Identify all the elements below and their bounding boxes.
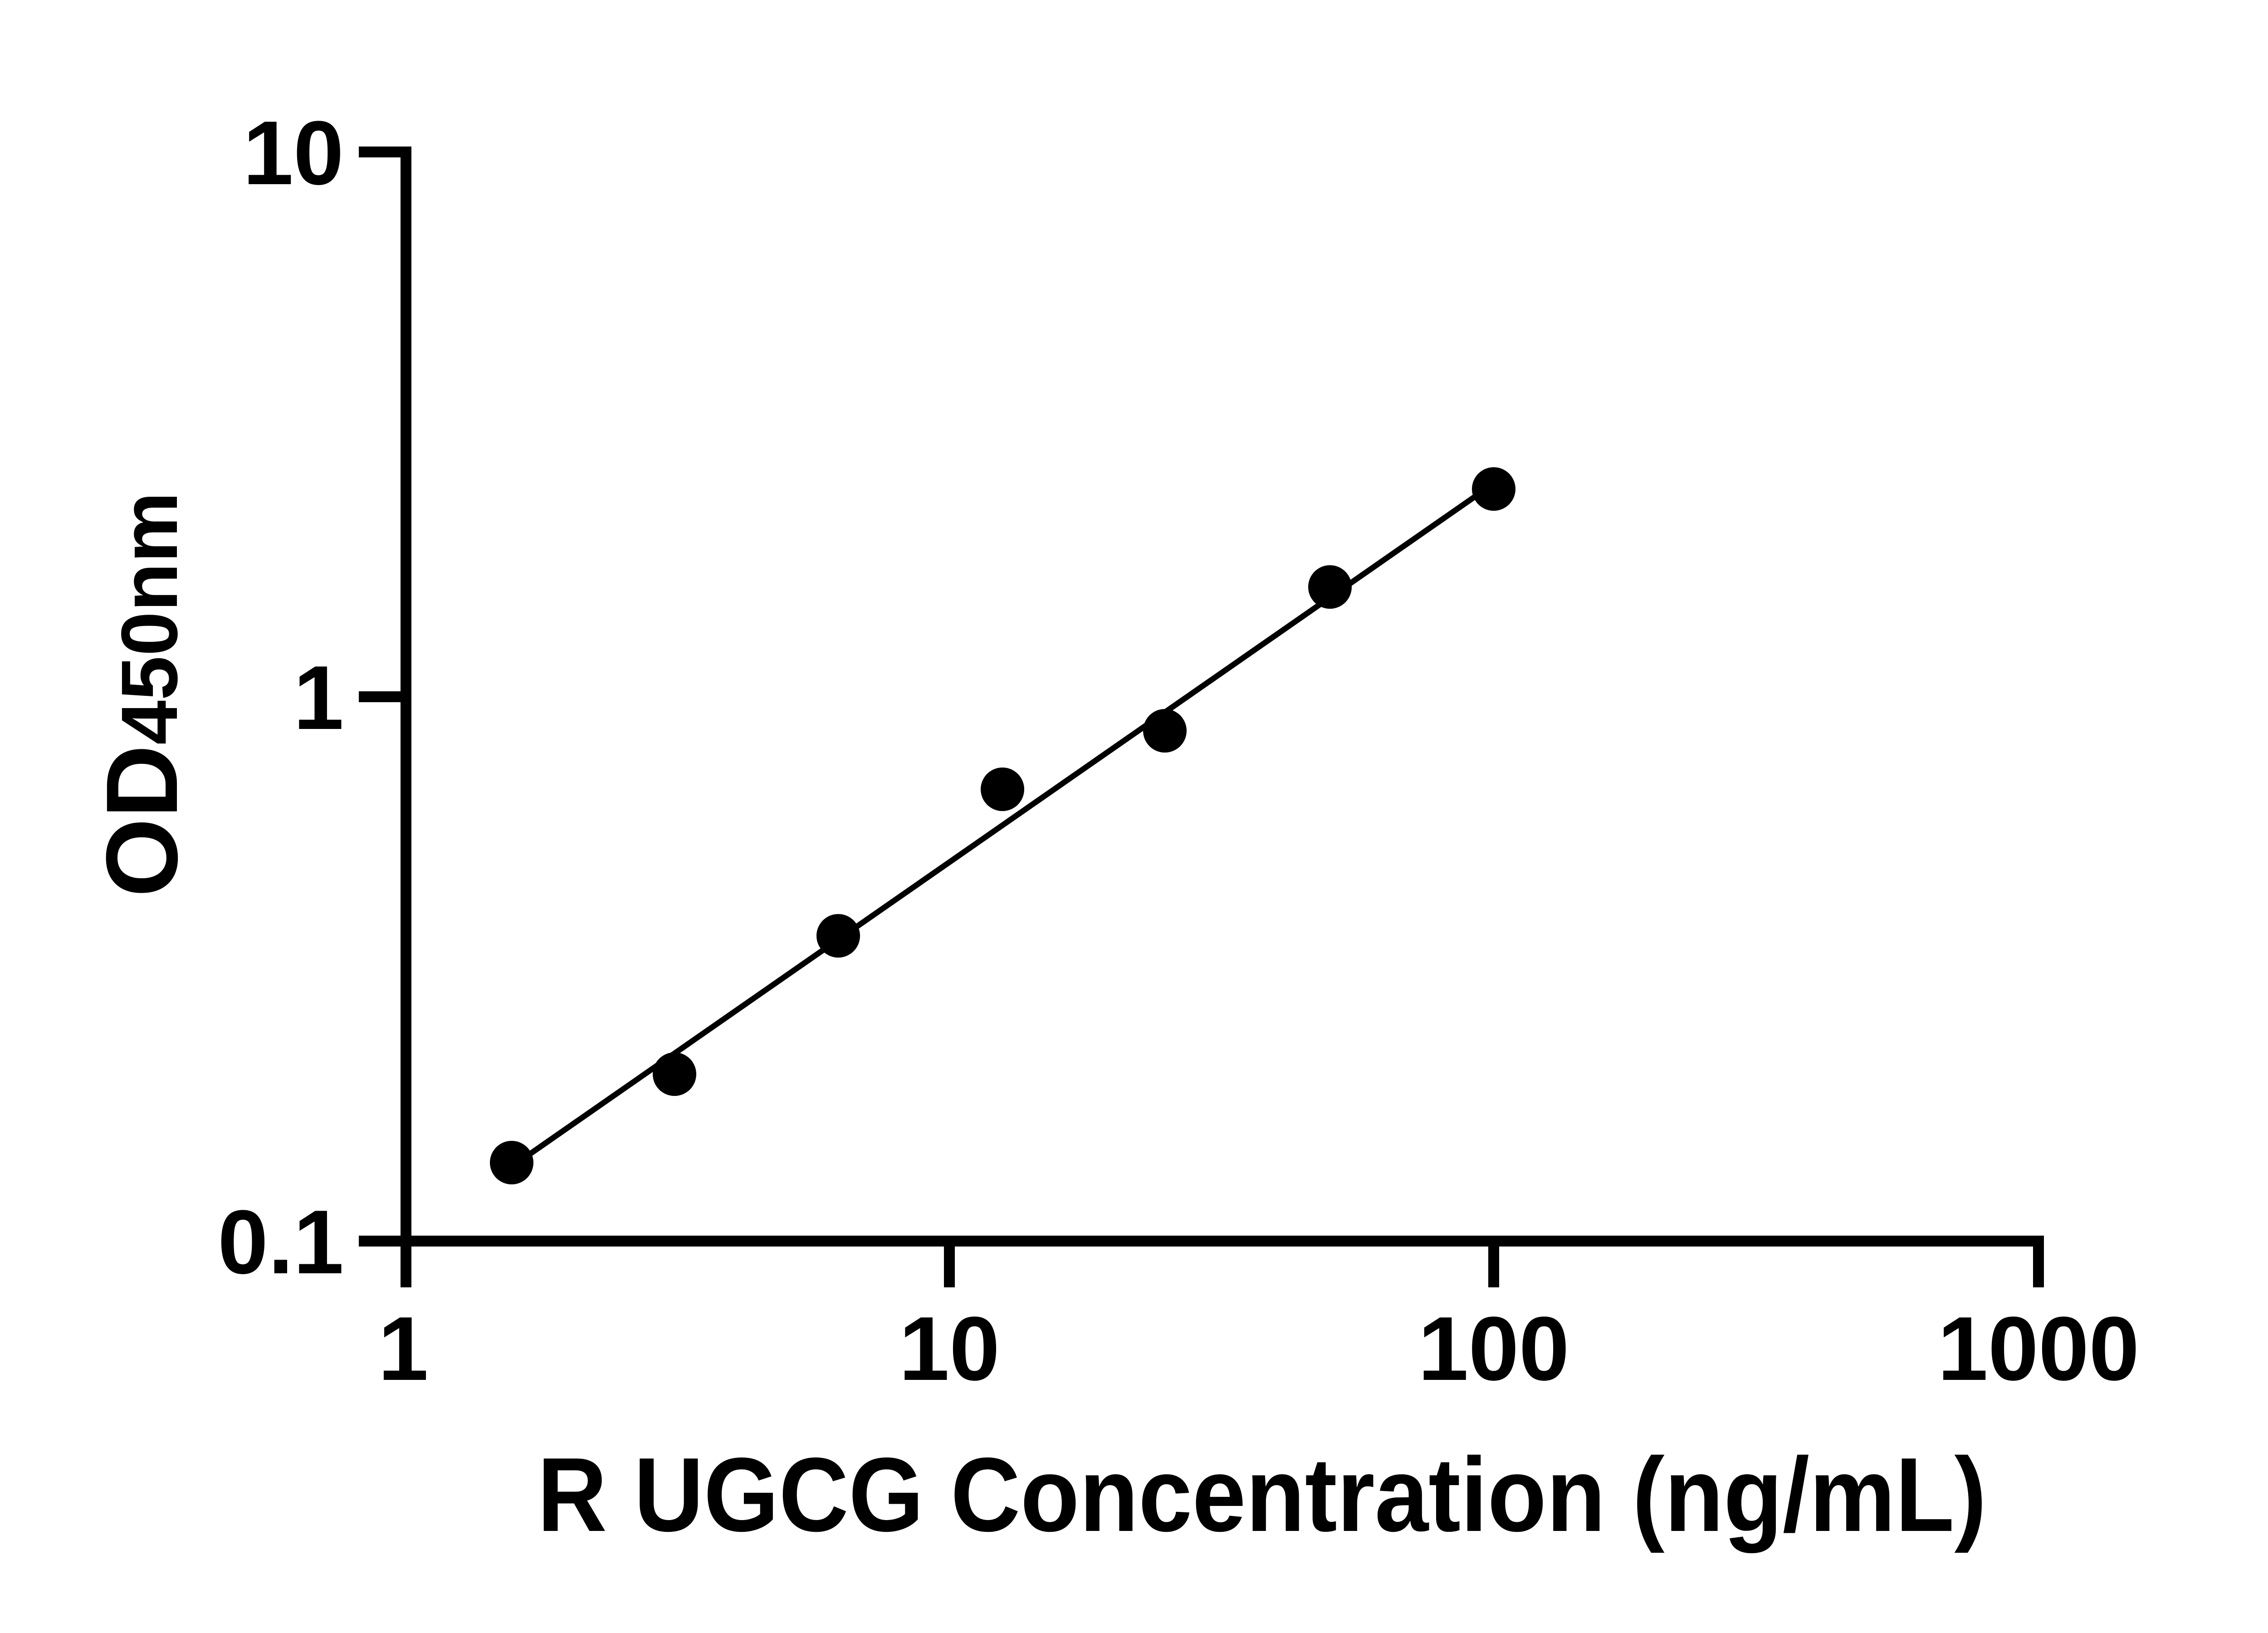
svg-text:OD450nm: OD450nm	[85, 492, 199, 897]
svg-text:1: 1	[293, 647, 344, 748]
svg-text:10: 10	[899, 1298, 1000, 1399]
svg-text:10: 10	[243, 103, 344, 204]
svg-text:100: 100	[1418, 1298, 1569, 1399]
svg-text:1: 1	[378, 1298, 428, 1399]
svg-text:0.1: 0.1	[218, 1192, 344, 1293]
svg-text:1000: 1000	[1938, 1298, 2140, 1399]
svg-text:R UGCG Concentration (ng/mL): R UGCG Concentration (ng/mL)	[538, 1436, 1987, 1554]
